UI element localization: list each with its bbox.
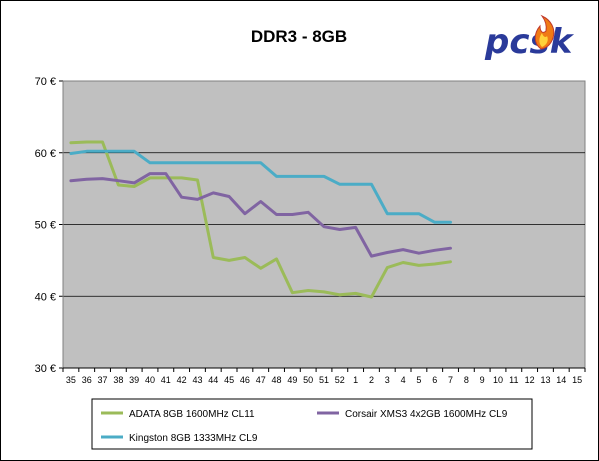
series-layer — [69, 140, 452, 299]
x-tick-label: 45 — [224, 375, 234, 385]
x-tick-label: 10 — [493, 375, 503, 385]
logo-text: pcsk — [484, 22, 575, 62]
series-line-3 — [69, 149, 452, 224]
legend-items: ADATA 8GB 1600MHz CL11 Corsair XMS3 4x2GB… — [101, 409, 508, 444]
x-tick-label: 50 — [303, 375, 313, 385]
x-tick-label: 39 — [129, 375, 139, 385]
x-tick-label: 48 — [272, 375, 282, 385]
y-tick-label: 60 € — [35, 148, 56, 160]
y-tick-label: 50 € — [35, 220, 56, 232]
y-tick-label: 70 € — [35, 76, 56, 88]
legend — [91, 398, 533, 450]
x-tick-label: 43 — [192, 375, 202, 385]
chart-title: DDR3 - 8GB — [251, 27, 347, 46]
legend-label: Kingston 8GB 1333MHz CL9 — [129, 433, 258, 444]
x-tick-label: 9 — [480, 375, 485, 385]
x-tick-label: 2 — [369, 375, 374, 385]
x-tick-label: 12 — [525, 375, 535, 385]
x-tick-label: 4 — [401, 375, 406, 385]
x-tick-label: 51 — [319, 375, 329, 385]
x-tick-label: 14 — [556, 375, 566, 385]
series-line-2 — [69, 172, 452, 258]
series-line-1 — [69, 140, 452, 299]
pcsk-logo: pcsk — [484, 14, 575, 62]
x-axis: 35 36 37 38 39 40 41 42 43 44 45 46 47 48 49 50 51 52 1 2 3 4… — [62, 367, 586, 385]
legend-label: ADATA 8GB 1600MHz CL11 — [129, 409, 255, 420]
gridlines — [63, 152, 585, 297]
x-tick-label: 37 — [98, 375, 108, 385]
x-tick-label: 7 — [448, 375, 453, 385]
x-tick-label: 47 — [256, 375, 266, 385]
x-tick-label: 49 — [287, 375, 297, 385]
y-axis: 30 € 40 € 50 € 60 € 70 € — [35, 76, 64, 375]
x-tick-label: 38 — [113, 375, 123, 385]
x-tick-label: 46 — [240, 375, 250, 385]
x-tick-label: 42 — [177, 375, 187, 385]
x-tick-label: 6 — [432, 375, 437, 385]
y-tick-label: 40 € — [35, 291, 56, 303]
x-tick-label: 3 — [385, 375, 390, 385]
x-tick-label: 40 — [145, 375, 155, 385]
x-tick-label: 1 — [353, 375, 358, 385]
x-tick-label: 8 — [464, 375, 469, 385]
x-tick-label: 52 — [335, 375, 345, 385]
y-tick-label: 30 € — [35, 363, 56, 375]
x-tick-label: 44 — [208, 375, 218, 385]
x-tick-label: 15 — [572, 375, 582, 385]
x-tick-label: 11 — [509, 375, 518, 385]
x-tick-label: 36 — [82, 375, 92, 385]
x-tick-label: 13 — [540, 375, 550, 385]
x-tick-label: 35 — [66, 375, 76, 385]
x-tick-label: 5 — [416, 375, 421, 385]
x-tick-label: 41 — [161, 375, 171, 385]
legend-label: Corsair XMS3 4x2GB 1600MHz CL9 — [345, 409, 508, 420]
